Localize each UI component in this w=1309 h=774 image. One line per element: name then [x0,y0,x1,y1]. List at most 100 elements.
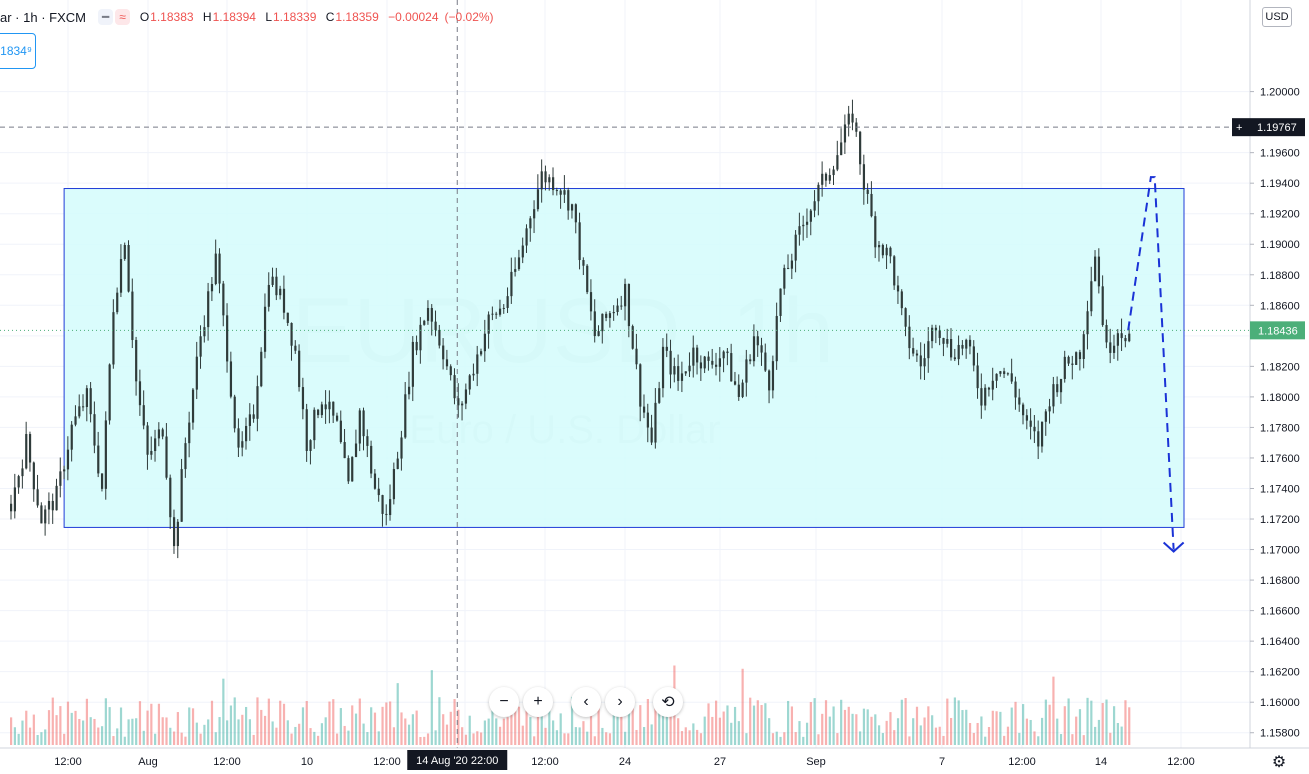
volume-bar [874,714,877,745]
candle-body [733,381,737,385]
crosshair-price-badge [1232,118,1305,137]
volume-bar [533,736,536,745]
volume-bar [961,710,964,745]
y-tick-label: 1.19600 [1260,148,1300,160]
y-tick-label: 1.18000 [1260,392,1300,404]
scroll-left-button[interactable]: ‹ [571,687,601,717]
volume-bar [461,727,464,745]
candle-body [112,312,115,365]
y-tick-label: 1.18600 [1260,300,1300,312]
candle-body [889,247,892,257]
volume-bar [116,728,119,745]
volume-bar [821,713,824,745]
candle-body [70,424,73,450]
volume-bar [733,706,737,745]
candle-body [1082,334,1085,360]
volume-bar [1018,732,1021,745]
symbol-label[interactable]: ar · 1h · FXCM [0,9,86,25]
candle-body [696,347,699,363]
volume-bar [13,727,16,745]
settings-gear-icon[interactable]: ⚙ [1271,754,1287,771]
zoom-out-button[interactable]: − [489,687,519,717]
indicator-toggles[interactable]: ━ ≈ [98,9,130,25]
volume-bar [214,732,217,745]
candle-body [317,409,320,416]
volume-bar [89,717,92,745]
candle-body [521,245,524,258]
candle-body [794,234,797,261]
candle-body [529,218,532,229]
candle-body [957,344,960,360]
candle-body [1025,415,1029,421]
candle-body [847,113,850,125]
volume-bar [1124,700,1127,745]
ohlc-readout: O1.18383 H1.18394 L1.18339 C1.18359 −0.0… [139,10,494,24]
candle-body [495,313,498,315]
candle-body [840,142,843,156]
candle-body [533,209,536,219]
volume-bar [142,730,145,745]
candle-body [176,521,179,547]
volume-bar [790,706,794,745]
price-box[interactable]: 1834⁹ [0,33,36,69]
minus-icon[interactable]: ━ [98,9,114,25]
volume-bar [1067,698,1070,745]
candle-body [309,440,312,451]
wave-icon[interactable]: ≈ [115,9,130,25]
volume-bar [771,733,775,745]
zoom-in-button[interactable]: + [523,687,553,717]
nav-spacer [557,687,567,717]
volume-bar [1059,734,1063,745]
reset-chart-button[interactable]: ⟲ [653,687,683,717]
volume-bar [859,731,862,745]
candle-body [783,267,786,289]
chart-navigation: − + ‹ › ⟲ [489,687,683,717]
candle-body [582,260,585,266]
candle-body [862,164,866,190]
volume-bar [150,703,153,745]
candle-body [749,359,752,362]
volume-bar [108,707,111,745]
volume-bar [601,727,604,745]
volume-bar [597,697,600,745]
candle-body [635,348,638,365]
volume-bar [699,733,703,745]
currency-badge[interactable]: USD [1262,7,1292,27]
volume-bar [798,721,801,745]
volume-bar [400,712,403,745]
volume-bar [563,733,566,745]
candle-body [923,358,926,367]
volume-bar [434,730,437,745]
candle-body [476,354,479,374]
volume-bar [756,700,759,745]
volume-bar [847,706,850,745]
volume-bar [495,718,498,745]
volume-bar [927,706,930,745]
candle-body [661,346,665,389]
candle-body [885,247,888,256]
volume-bar [1097,719,1101,745]
volume-bar [843,709,847,745]
candle-body [404,394,407,438]
volume-bar [726,705,729,745]
projection-arrowhead [1162,541,1185,553]
volume-bar [301,707,305,745]
candle-body [646,412,649,428]
volume-bar [1037,736,1040,745]
volume-bar [976,722,979,745]
volume-bar [207,719,210,745]
scroll-right-button[interactable]: › [605,687,635,717]
volume-bar [419,736,422,745]
x-tick-label: 24 [619,756,631,768]
volume-bar [915,706,919,745]
candle-body [711,360,714,365]
volume-bar [1033,731,1036,745]
candle-body [968,339,972,347]
candle-body [157,429,161,439]
candle-body [199,336,202,357]
volume-bar [442,714,445,745]
volume-bar [172,731,176,745]
candle-body [1120,333,1123,339]
candle-body [745,359,748,383]
